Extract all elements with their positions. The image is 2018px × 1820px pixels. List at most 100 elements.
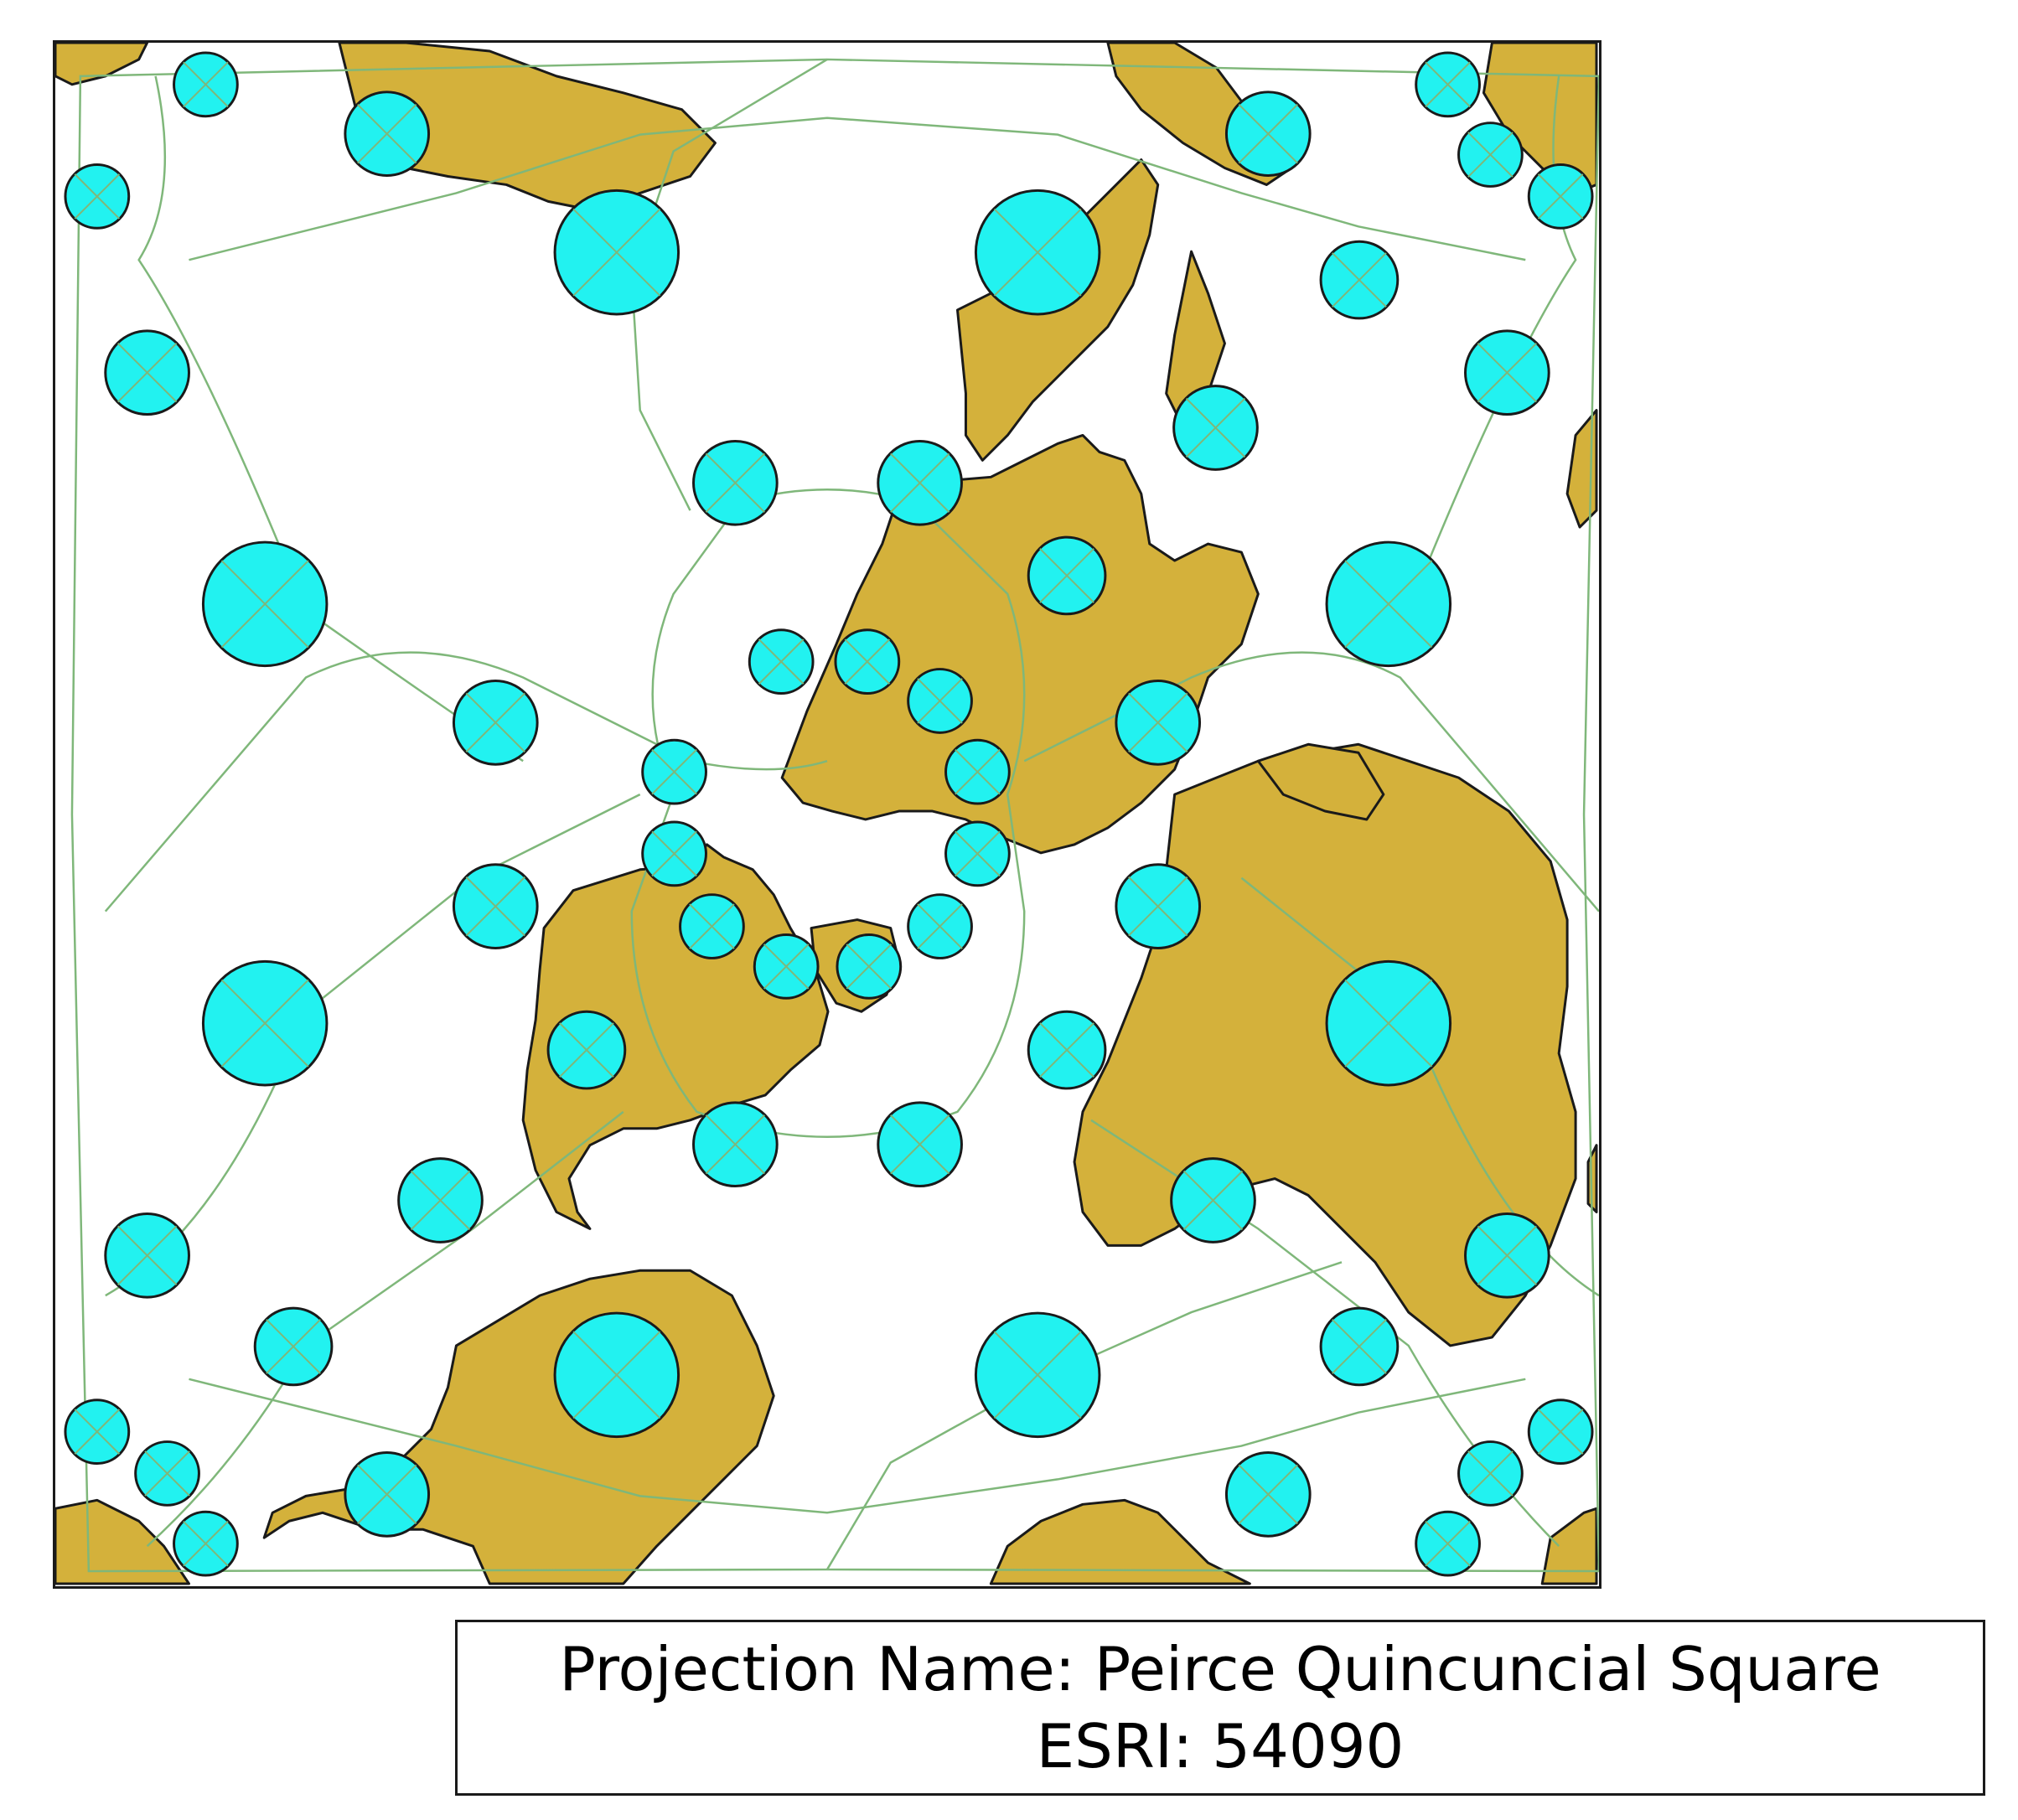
tissot-crosshair — [846, 944, 893, 990]
graticule-line — [1023, 651, 1599, 913]
tissot-crosshair — [1238, 104, 1298, 164]
tissot-cross-line — [1425, 61, 1471, 108]
tissot-cross-line — [465, 876, 525, 937]
tissot-cross-line — [559, 1022, 614, 1078]
tissot-cross-line — [955, 830, 1001, 877]
tissot-crosshair — [890, 452, 950, 513]
graticule-line — [1407, 75, 1577, 612]
tissot-cross-line — [183, 61, 229, 108]
tissot-cross-line — [844, 639, 891, 685]
graticule-line — [189, 116, 1526, 261]
tissot-crosshair — [572, 1331, 661, 1419]
projection-name-label: Projection Name: Peirce Quincuncial Squa… — [559, 1634, 1881, 1704]
tissot-cross-line — [890, 452, 950, 513]
tissot-crosshair — [955, 748, 1001, 795]
tissot-cross-line — [144, 1450, 190, 1497]
tissot-crosshair — [705, 1114, 765, 1175]
tissot-crosshair — [410, 1170, 471, 1231]
tissot-cross-line — [846, 944, 893, 990]
tissot-crosshair — [993, 1331, 1082, 1419]
tissot-cross-line — [1039, 1022, 1094, 1078]
tissot-cross-line — [117, 1225, 178, 1285]
tissot-cross-line — [357, 1464, 417, 1524]
tissot-cross-line — [1182, 1170, 1244, 1231]
tissot-crosshair — [1185, 397, 1246, 458]
tissot-cross-line — [1477, 343, 1537, 403]
tissot-crosshair — [689, 903, 735, 949]
tissot-crosshair — [1425, 61, 1471, 108]
tissot-crosshair — [1467, 132, 1514, 178]
map-frame — [53, 40, 1601, 1589]
tissot-cross-line — [1332, 252, 1387, 308]
tissot-cross-line — [890, 1114, 950, 1175]
land-australia-top-left — [55, 43, 149, 86]
esri-code-label: ESRI: 54090 — [1036, 1711, 1405, 1781]
tissot-cross-line — [465, 692, 525, 752]
tissot-crosshair — [144, 1450, 190, 1497]
tissot-cross-line — [74, 1409, 121, 1455]
tissot-crosshair — [917, 903, 963, 949]
map-canvas — [55, 43, 1599, 1585]
tissot-crosshair — [1332, 252, 1387, 308]
tissot-crosshair — [917, 678, 963, 724]
tissot-cross-line — [117, 343, 178, 403]
tissot-crosshair — [1477, 343, 1537, 403]
tissot-cross-line — [410, 1170, 471, 1231]
tissot-crosshair — [1537, 1409, 1584, 1455]
tissot-crosshair — [1039, 548, 1094, 603]
tissot-crosshair — [844, 639, 891, 685]
tissot-crosshair — [1537, 173, 1584, 220]
tissot-crosshair — [1128, 876, 1188, 937]
tissot-crosshair — [1425, 1520, 1471, 1567]
tissot-crosshair — [559, 1022, 614, 1078]
graticule-line — [137, 75, 524, 763]
tissot-crosshair — [74, 173, 121, 220]
tissot-crosshair — [465, 692, 525, 752]
tissot-cross-line — [705, 1114, 765, 1175]
tissot-crosshair — [465, 876, 525, 937]
tissot-cross-line — [1128, 876, 1188, 937]
tissot-cross-line — [74, 173, 121, 220]
tissot-crosshair — [763, 944, 810, 990]
tissot-crosshair — [266, 1319, 321, 1374]
tissot-cross-line — [993, 208, 1082, 297]
tissot-cross-line — [705, 452, 765, 513]
tissot-crosshair — [1467, 1450, 1514, 1497]
tissot-crosshair — [705, 452, 765, 513]
tissot-crosshair — [1182, 1170, 1244, 1231]
tissot-crosshair — [74, 1409, 121, 1455]
tissot-crosshair — [651, 830, 697, 877]
tissot-cross-line — [955, 748, 1001, 795]
tissot-cross-line — [1344, 979, 1433, 1068]
tissot-cross-line — [220, 560, 309, 649]
tissot-cross-line — [183, 1520, 229, 1567]
tissot-crosshair — [357, 104, 417, 164]
tissot-cross-line — [1185, 397, 1246, 458]
tissot-crosshair — [890, 1114, 950, 1175]
tissot-cross-line — [266, 1319, 321, 1374]
tissot-crosshair — [117, 1225, 178, 1285]
tissot-cross-line — [572, 208, 661, 297]
projection-caption-box: Projection Name: Peirce Quincuncial Squa… — [455, 1620, 1985, 1796]
tissot-crosshair — [651, 748, 697, 795]
tissot-cross-line — [917, 903, 963, 949]
tissot-cross-line — [1537, 173, 1584, 220]
tissot-cross-line — [220, 979, 309, 1068]
tissot-crosshair — [117, 343, 178, 403]
tissot-cross-line — [651, 830, 697, 877]
tissot-crosshair — [993, 208, 1082, 297]
graticule-line — [1090, 1119, 1560, 1548]
tissot-cross-line — [763, 944, 810, 990]
land-south-america — [262, 1269, 775, 1585]
tissot-cross-line — [651, 748, 697, 795]
tissot-crosshair — [220, 560, 309, 649]
tissot-crosshair — [758, 639, 805, 685]
tissot-crosshair — [1332, 1319, 1387, 1374]
tissot-crosshair — [1344, 979, 1433, 1068]
tissot-crosshair — [955, 830, 1001, 877]
tissot-cross-line — [1344, 560, 1433, 649]
tissot-cross-line — [758, 639, 805, 685]
tissot-crosshair — [183, 1520, 229, 1567]
land-corner-bottom-right — [1540, 1507, 1598, 1585]
tissot-cross-line — [357, 104, 417, 164]
